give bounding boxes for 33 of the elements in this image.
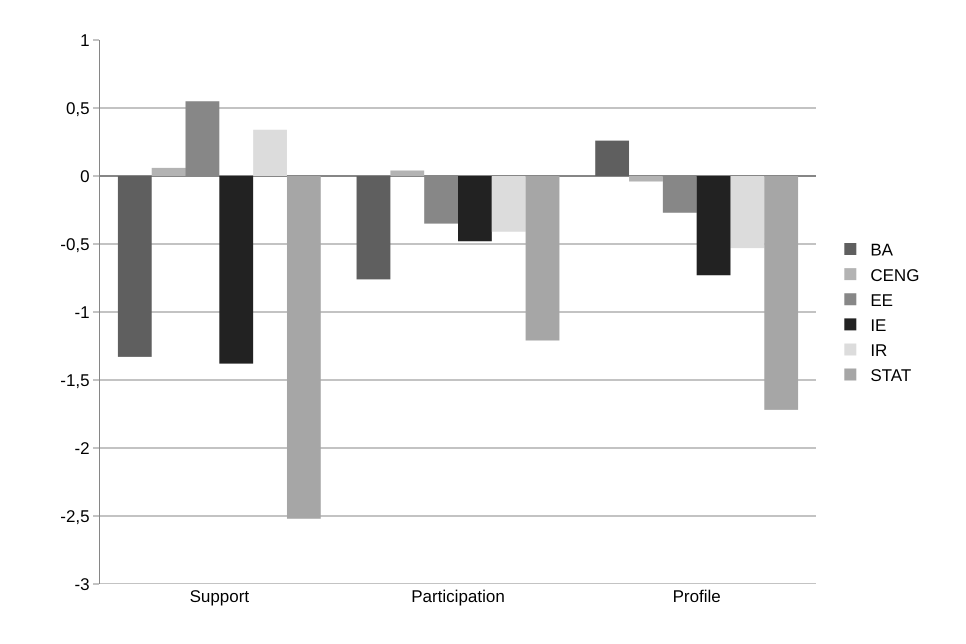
bar [730, 176, 764, 248]
y-tick-label: 1 [80, 30, 90, 50]
bar [764, 176, 798, 410]
y-tick-label: -2 [74, 438, 90, 458]
bar [458, 176, 492, 242]
legend-label: IE [870, 316, 886, 335]
y-tick-label: 0 [80, 166, 90, 186]
legend-label: IR [870, 341, 888, 360]
legend-label: STAT [870, 366, 912, 386]
bar [118, 176, 152, 357]
y-tick-label: -2,5 [60, 506, 90, 526]
x-tick-label: Support [190, 587, 250, 606]
bar [526, 176, 560, 341]
y-tick-label: -0,5 [60, 234, 90, 254]
y-tick-label: -3 [74, 574, 90, 594]
legend-label: BA [870, 240, 894, 260]
y-tick-label: 0,5 [66, 98, 90, 118]
bar [219, 176, 254, 364]
bar [152, 168, 186, 176]
bar [595, 140, 630, 176]
y-tick-label: -1 [74, 302, 90, 322]
bar [253, 130, 287, 176]
legend-label: EE [870, 290, 894, 310]
y-tick-label: -1,5 [60, 370, 90, 390]
bar [629, 176, 663, 182]
x-tick-label: Participation [411, 587, 505, 606]
bar [356, 176, 390, 280]
bar [492, 176, 526, 232]
bar [696, 176, 730, 276]
x-tick-label: Profile [672, 587, 721, 606]
bar [286, 176, 321, 519]
legend-label: CENG [870, 266, 920, 285]
bar [390, 170, 424, 176]
